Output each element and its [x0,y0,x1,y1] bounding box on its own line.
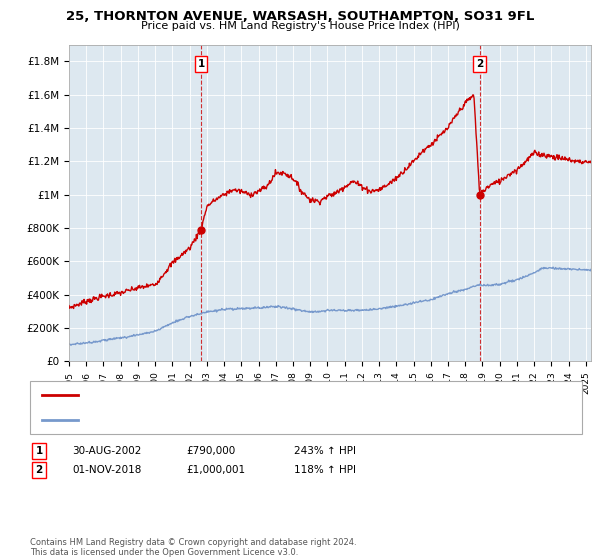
Text: 25, THORNTON AVENUE, WARSASH, SOUTHAMPTON, SO31 9FL (detached house): 25, THORNTON AVENUE, WARSASH, SOUTHAMPTO… [87,390,484,400]
Text: £790,000: £790,000 [186,446,235,456]
Text: 2: 2 [35,465,43,475]
Text: £1,000,001: £1,000,001 [186,465,245,475]
Text: 01-NOV-2018: 01-NOV-2018 [72,465,142,475]
Text: 243% ↑ HPI: 243% ↑ HPI [294,446,356,456]
Text: 30-AUG-2002: 30-AUG-2002 [72,446,142,456]
Text: 1: 1 [197,59,205,69]
Text: 25, THORNTON AVENUE, WARSASH, SOUTHAMPTON, SO31 9FL: 25, THORNTON AVENUE, WARSASH, SOUTHAMPTO… [66,10,534,22]
Text: Price paid vs. HM Land Registry's House Price Index (HPI): Price paid vs. HM Land Registry's House … [140,21,460,31]
Text: Contains HM Land Registry data © Crown copyright and database right 2024.
This d: Contains HM Land Registry data © Crown c… [30,538,356,557]
Text: 1: 1 [35,446,43,456]
Text: 118% ↑ HPI: 118% ↑ HPI [294,465,356,475]
Text: 2: 2 [476,59,484,69]
Text: HPI: Average price, detached house, Fareham: HPI: Average price, detached house, Fare… [87,414,310,424]
